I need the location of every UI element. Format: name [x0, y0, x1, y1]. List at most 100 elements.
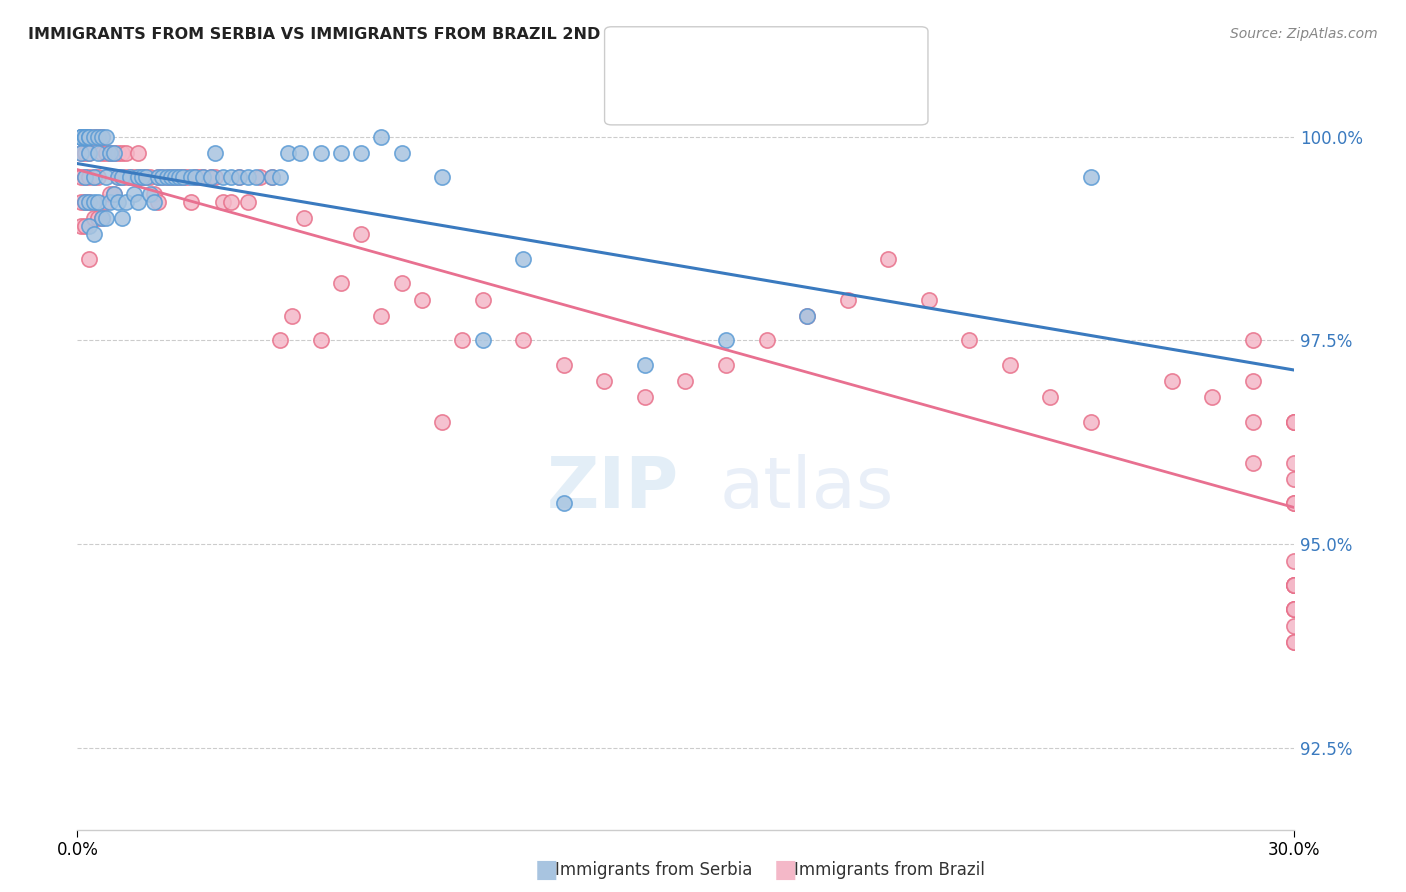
Point: [79, 145, 101, 160]
Point: [184, 170, 207, 185]
Point: [98, 145, 121, 160]
Point: [204, 145, 226, 160]
Point: [391, 277, 413, 291]
Point: [191, 170, 214, 185]
Point: [281, 309, 304, 323]
Text: 0.347: 0.347: [700, 53, 756, 70]
Point: [103, 186, 125, 201]
Point: [152, 170, 174, 185]
Point: [1282, 578, 1305, 592]
Point: [83, 211, 105, 226]
Point: [70, 129, 93, 144]
Point: [75, 129, 97, 144]
Point: [675, 374, 697, 388]
Point: [1282, 415, 1305, 429]
Point: [148, 170, 170, 185]
Point: [143, 186, 166, 201]
Point: [103, 145, 125, 160]
Point: [115, 145, 138, 160]
Point: [471, 293, 494, 307]
Point: [1282, 578, 1305, 592]
Point: [1161, 374, 1184, 388]
Point: [131, 170, 153, 185]
Point: [228, 170, 250, 185]
Point: [86, 129, 108, 144]
Point: [236, 194, 259, 209]
Point: [714, 334, 737, 348]
Point: [163, 170, 186, 185]
Point: [83, 194, 105, 209]
Point: [837, 293, 859, 307]
Point: [430, 415, 453, 429]
Point: [79, 194, 101, 209]
Point: [260, 170, 283, 185]
Point: [221, 170, 243, 185]
Point: [107, 194, 129, 209]
Point: [1282, 619, 1305, 633]
Point: [998, 358, 1021, 372]
Point: [148, 194, 170, 209]
Text: 120: 120: [794, 90, 832, 108]
Point: [122, 186, 145, 201]
Point: [1282, 415, 1305, 429]
Point: [172, 170, 194, 185]
Point: [1241, 415, 1264, 429]
Text: 79: 79: [794, 53, 820, 70]
Point: [79, 129, 101, 144]
Text: N =: N =: [759, 53, 799, 70]
Point: [75, 145, 97, 160]
Point: [70, 129, 93, 144]
Point: [1282, 602, 1305, 616]
Point: [200, 170, 222, 185]
Point: [1282, 496, 1305, 510]
Point: [309, 334, 332, 348]
Point: [127, 170, 149, 185]
Point: [204, 170, 226, 185]
Point: [111, 211, 134, 226]
Point: [796, 309, 818, 323]
Point: [75, 194, 97, 209]
Point: [918, 293, 941, 307]
Point: [83, 129, 105, 144]
Point: [70, 219, 93, 234]
Point: [148, 170, 170, 185]
Point: [135, 170, 157, 185]
Point: [118, 170, 141, 185]
Point: [451, 334, 474, 348]
Point: [107, 170, 129, 185]
Point: [370, 309, 392, 323]
Text: R =: R =: [661, 53, 700, 70]
Point: [200, 170, 222, 185]
Point: [553, 496, 575, 510]
Point: [139, 170, 162, 185]
Point: [290, 145, 312, 160]
Point: [1282, 472, 1305, 486]
Point: [249, 170, 271, 185]
Point: [70, 170, 93, 185]
Point: [75, 129, 97, 144]
Point: [75, 219, 97, 234]
Text: ZIP: ZIP: [547, 454, 679, 523]
Point: [172, 170, 194, 185]
Point: [1039, 391, 1062, 405]
Point: [86, 194, 108, 209]
Point: [75, 170, 97, 185]
Point: [1080, 170, 1102, 185]
Point: [94, 170, 117, 185]
Point: [94, 194, 117, 209]
Point: [111, 170, 134, 185]
Point: [292, 211, 315, 226]
Point: [98, 186, 121, 201]
Point: [1080, 415, 1102, 429]
Point: [127, 170, 149, 185]
Point: [796, 309, 818, 323]
Point: [79, 219, 101, 234]
Point: [163, 170, 186, 185]
Point: [957, 334, 980, 348]
Point: [212, 194, 235, 209]
Point: [155, 170, 177, 185]
Point: [83, 129, 105, 144]
Point: [122, 170, 145, 185]
Point: [103, 186, 125, 201]
Point: [1282, 415, 1305, 429]
